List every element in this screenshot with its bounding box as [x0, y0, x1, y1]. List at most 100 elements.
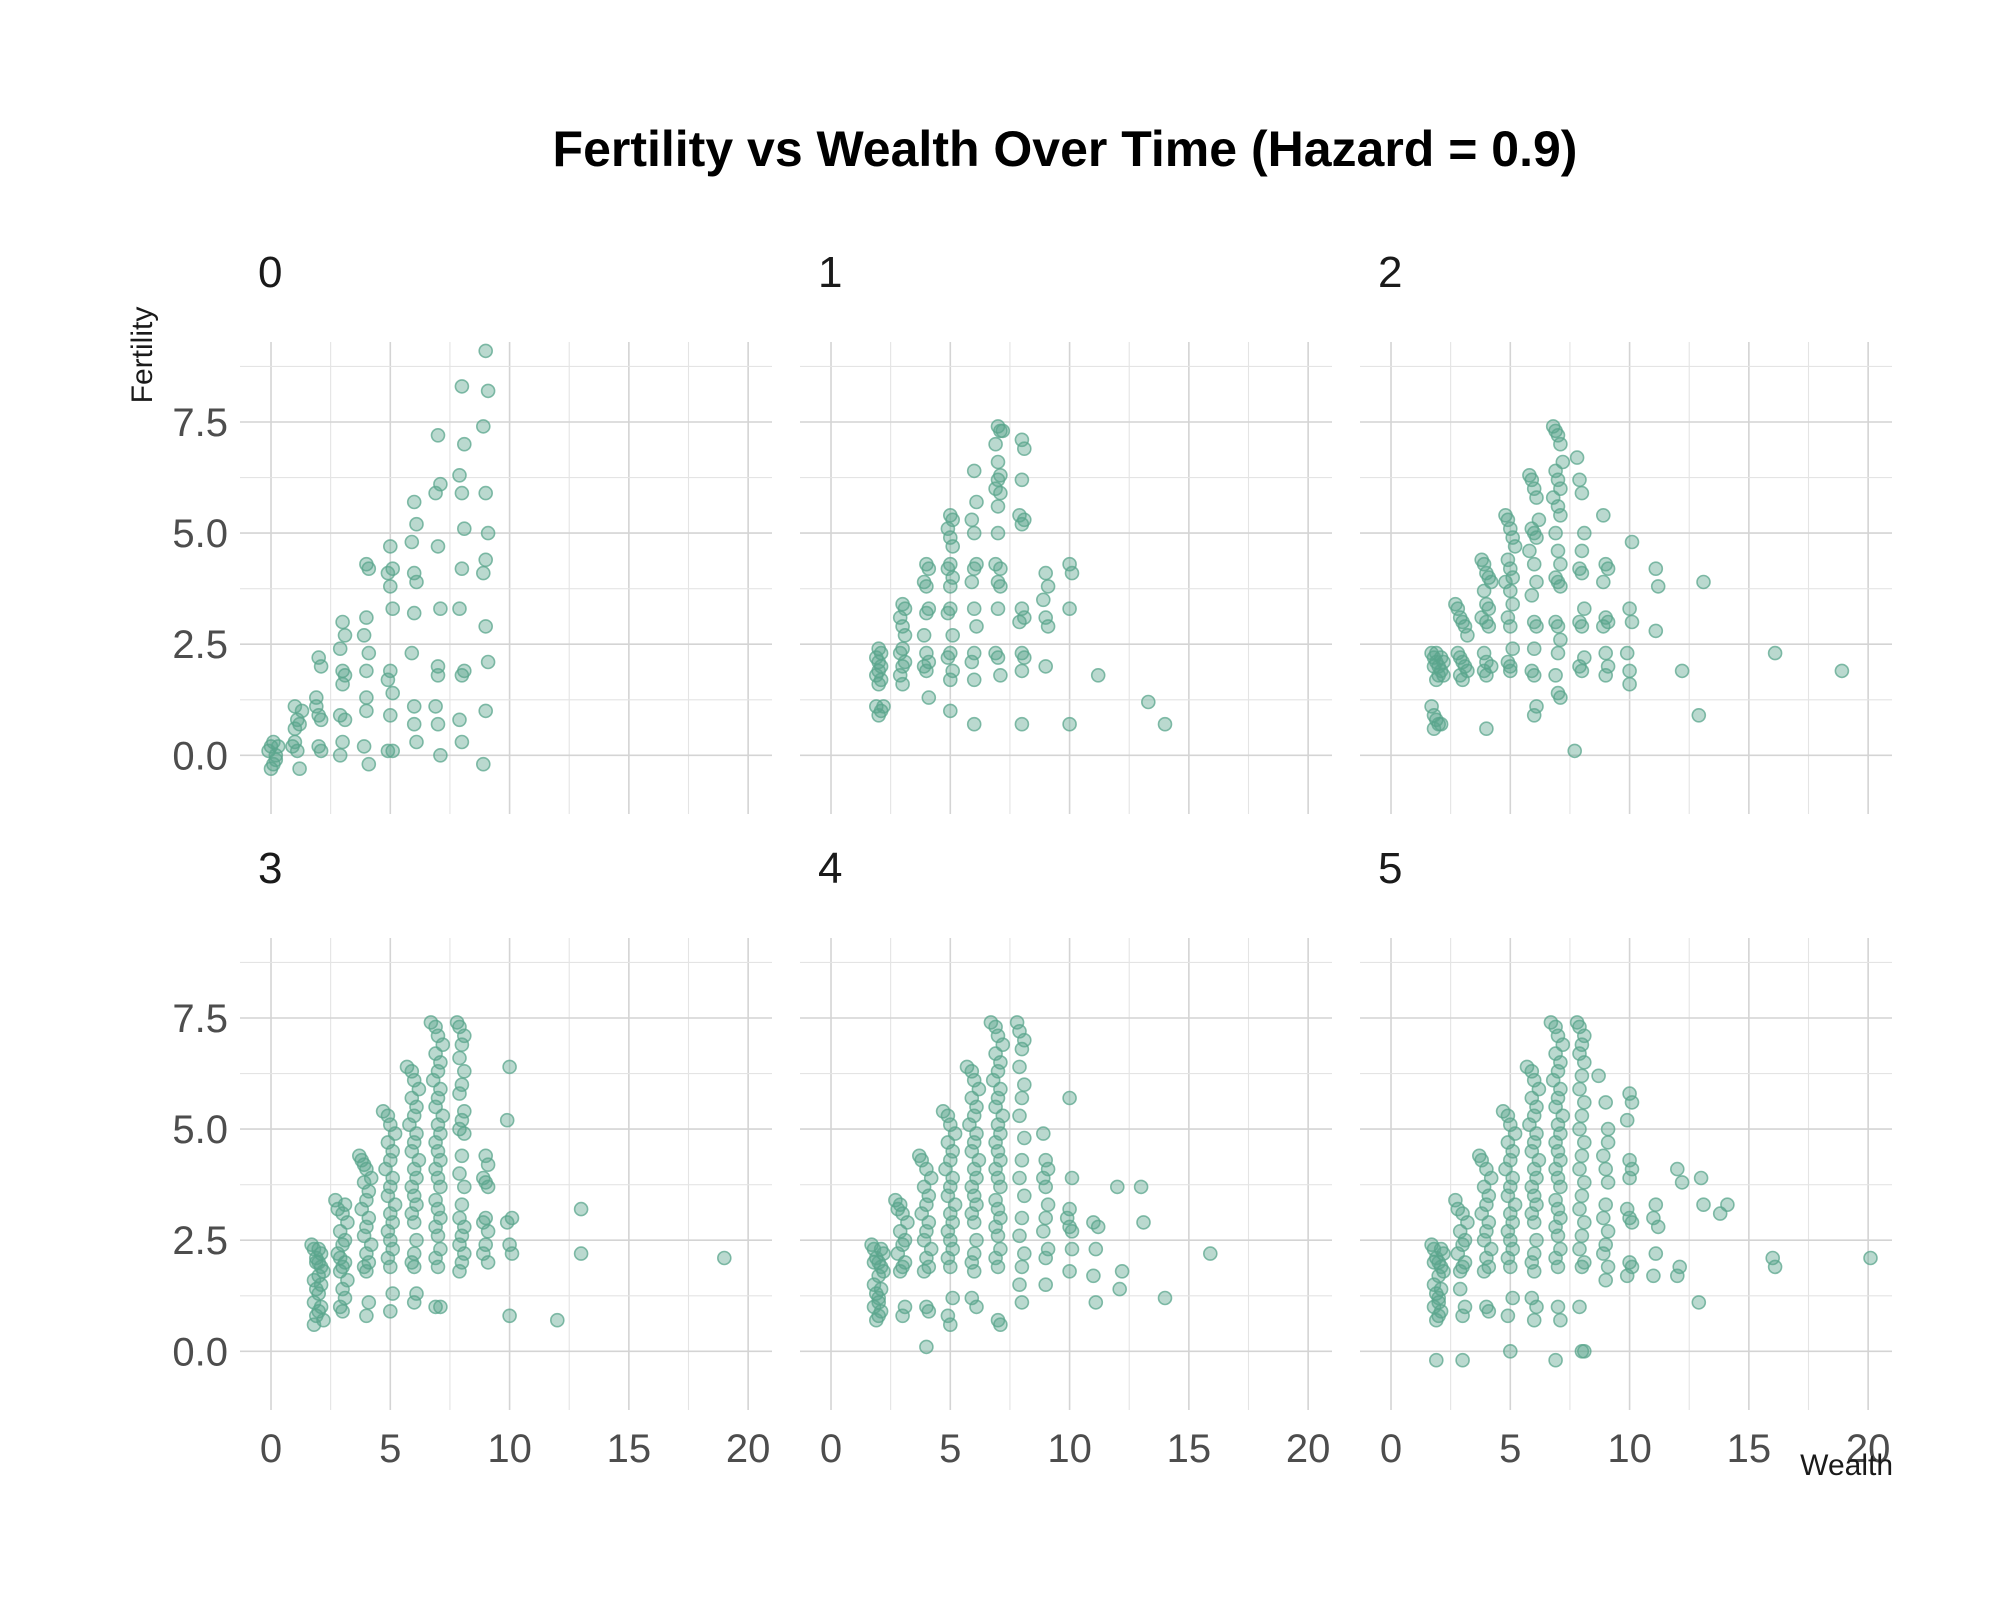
data-point: [1036, 1126, 1051, 1141]
data-point: [1572, 1299, 1587, 1315]
data-point: [1040, 619, 1056, 634]
data-point: [1553, 436, 1568, 452]
data-point: [337, 712, 353, 728]
data-point: [868, 1312, 884, 1328]
data-point: [1112, 1281, 1127, 1297]
x-tick-label: 15: [1727, 1427, 1772, 1471]
data-point: [406, 1295, 422, 1310]
facet-label: 4: [818, 844, 842, 893]
data-point: [1014, 1295, 1030, 1310]
data-point: [921, 1304, 937, 1319]
data-point: [1648, 561, 1664, 577]
data-point: [456, 1126, 472, 1141]
data-point: [1503, 583, 1518, 599]
data-point: [306, 1317, 322, 1332]
data-point: [1038, 610, 1053, 625]
data-point: [876, 699, 891, 714]
data-point: [1014, 663, 1030, 679]
data-point: [1014, 516, 1030, 532]
data-point: [1691, 707, 1707, 723]
data-point: [892, 1264, 908, 1279]
data-point: [1503, 1206, 1518, 1221]
data-point: [1012, 614, 1027, 630]
data-point: [332, 641, 348, 657]
data-point: [1429, 1312, 1444, 1328]
data-point: [993, 485, 1008, 501]
data-point: [1550, 543, 1566, 559]
data-point: [1572, 472, 1587, 488]
data-point: [1062, 601, 1077, 617]
data-point: [1619, 1112, 1635, 1128]
data-point: [1038, 1250, 1053, 1266]
facet-panel-3: 3 0.0 2.5 5.0 7.5 0 5 10 15 20: [172, 844, 772, 1471]
data-point: [452, 1166, 467, 1181]
data-point: [1670, 1268, 1685, 1284]
x-tick-label: 20: [726, 1427, 771, 1471]
data-point: [1767, 1259, 1783, 1275]
data-point: [409, 1126, 424, 1141]
data-point: [1036, 592, 1051, 608]
data-point: [1452, 1281, 1468, 1297]
facet-panels: 0 0.0 2.5 5.0 7.5 1 2 3 0.0 2.5 5.0 7.5 0 5 10 15 20 4 0 5 1…: [172, 248, 1892, 1471]
data-point: [1600, 1175, 1616, 1190]
data-point: [454, 379, 470, 394]
data-point: [1064, 1224, 1080, 1239]
chart-title: Fertility vs Wealth Over Time (Hazard = …: [553, 121, 1578, 177]
data-point: [430, 539, 446, 554]
data-point: [1553, 1179, 1568, 1195]
data-point: [916, 659, 932, 674]
facet-panel-4: 4 0 5 10 15 20: [800, 844, 1332, 1471]
data-point: [1064, 1170, 1080, 1186]
data-point: [1624, 1215, 1640, 1230]
data-point: [1598, 645, 1613, 661]
data-point: [1426, 1255, 1442, 1270]
data-point: [1017, 1130, 1032, 1146]
data-point: [1012, 1059, 1027, 1075]
data-point: [1503, 663, 1518, 679]
data-point: [1426, 721, 1442, 737]
data-point: [1017, 1188, 1032, 1204]
x-tick-label: 15: [1167, 1427, 1212, 1471]
data-point: [1017, 441, 1032, 457]
data-point: [1133, 1179, 1149, 1195]
data-point: [990, 601, 1006, 617]
data-point: [966, 463, 982, 479]
data-point: [990, 1228, 1006, 1244]
data-point: [268, 752, 284, 768]
data-point: [1577, 1055, 1592, 1070]
x-tick-label: 10: [1047, 1427, 1092, 1471]
data-point: [478, 703, 494, 719]
facet-panel-1: 1: [800, 248, 1332, 814]
data-point: [270, 739, 286, 754]
data-point: [382, 1304, 398, 1319]
data-point: [454, 485, 470, 501]
data-point: [359, 703, 374, 719]
data-point: [382, 539, 398, 554]
data-point: [1017, 1246, 1032, 1261]
data-point: [966, 561, 982, 577]
data-point: [337, 627, 353, 643]
data-point: [1591, 1068, 1606, 1084]
data-point: [1574, 1108, 1590, 1124]
data-point: [1500, 610, 1516, 625]
data-point: [480, 383, 496, 399]
x-axis-label: Wealth: [1800, 1449, 1893, 1482]
data-point: [385, 743, 401, 759]
data-point: [361, 645, 377, 661]
data-point: [1090, 1219, 1106, 1235]
data-point: [1526, 667, 1542, 683]
data-point: [1577, 601, 1592, 617]
facet-panel-2: 2: [1360, 248, 1892, 814]
grid-lines: [1360, 342, 1892, 814]
data-point: [942, 579, 958, 594]
data-point: [1548, 667, 1563, 683]
data-point: [1574, 1148, 1590, 1164]
y-axis-label: Fertility: [126, 307, 159, 404]
data-point: [873, 1241, 889, 1257]
data-point: [292, 761, 307, 777]
data-point: [549, 1312, 565, 1328]
x-tick-label: 5: [939, 1427, 961, 1471]
data-point: [313, 659, 329, 674]
data-point: [993, 1179, 1008, 1195]
data-point: [1136, 1215, 1151, 1230]
